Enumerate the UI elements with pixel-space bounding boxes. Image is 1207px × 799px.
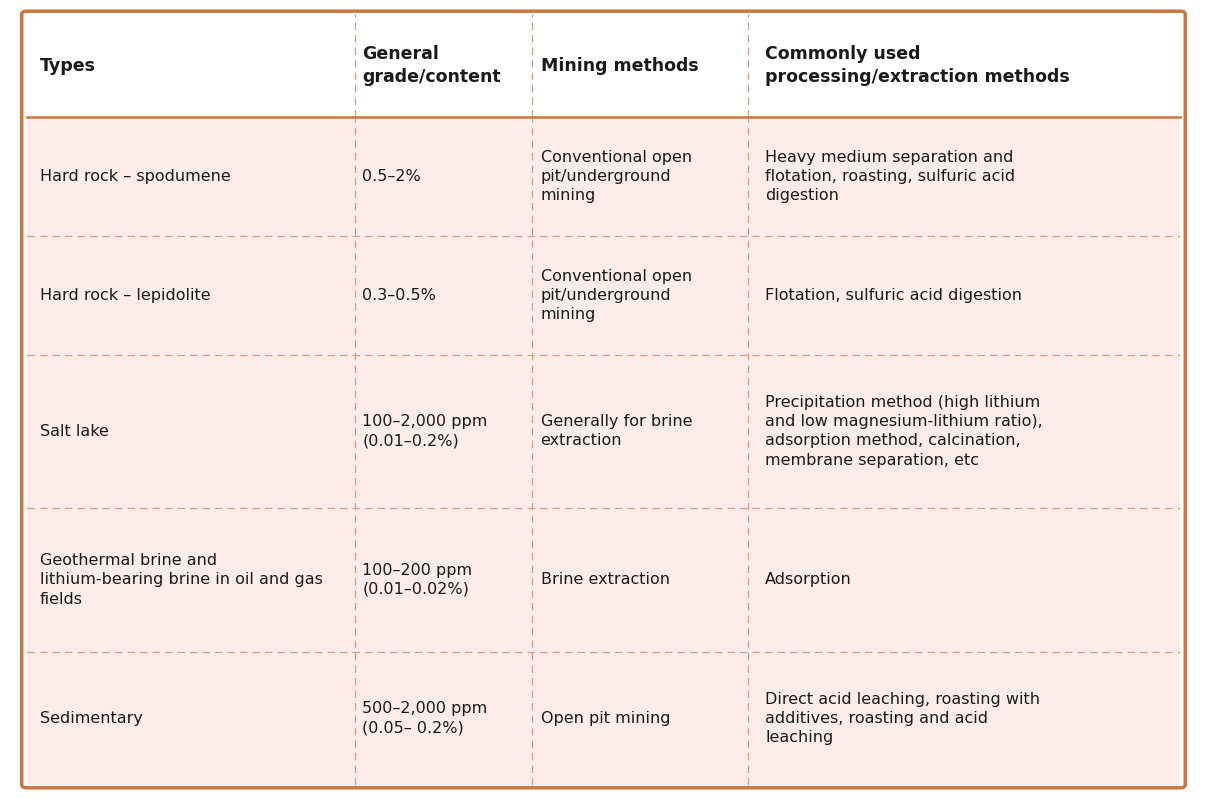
Text: Heavy medium separation and
flotation, roasting, sulfuric acid
digestion: Heavy medium separation and flotation, r… [765, 149, 1015, 203]
Bar [27, 236, 1180, 355]
Text: Conventional open
pit/underground
mining: Conventional open pit/underground mining [541, 268, 692, 322]
Bar [27, 652, 1180, 785]
Text: Flotation, sulfuric acid digestion: Flotation, sulfuric acid digestion [765, 288, 1022, 303]
Text: Hard rock – lepidolite: Hard rock – lepidolite [40, 288, 210, 303]
Text: Mining methods: Mining methods [541, 57, 699, 74]
Text: Hard rock – spodumene: Hard rock – spodumene [40, 169, 231, 184]
Text: Sedimentary: Sedimentary [40, 711, 142, 725]
Bar [27, 507, 1180, 652]
Text: 0.3–0.5%: 0.3–0.5% [362, 288, 437, 303]
Text: Open pit mining: Open pit mining [541, 711, 670, 725]
Text: Salt lake: Salt lake [40, 424, 109, 439]
Text: Precipitation method (high lithium
and low magnesium-lithium ratio),
adsorption : Precipitation method (high lithium and l… [765, 395, 1043, 467]
Text: Brine extraction: Brine extraction [541, 572, 670, 587]
Text: 100–2,000 ppm
(0.01–0.2%): 100–2,000 ppm (0.01–0.2%) [362, 415, 488, 448]
Text: 0.5–2%: 0.5–2% [362, 169, 421, 184]
Text: General
grade/content: General grade/content [362, 45, 501, 86]
Bar [27, 117, 1180, 236]
Text: Geothermal brine and
lithium-bearing brine in oil and gas
fields: Geothermal brine and lithium-bearing bri… [40, 553, 322, 606]
Text: Conventional open
pit/underground
mining: Conventional open pit/underground mining [541, 149, 692, 203]
Text: Types: Types [40, 57, 95, 74]
Bar [27, 14, 1180, 117]
Text: Generally for brine
extraction: Generally for brine extraction [541, 415, 692, 448]
Text: Adsorption: Adsorption [765, 572, 852, 587]
Text: 100–200 ppm
(0.01–0.02%): 100–200 ppm (0.01–0.02%) [362, 562, 473, 597]
Bar [27, 355, 1180, 507]
Text: Commonly used
processing/extraction methods: Commonly used processing/extraction meth… [765, 45, 1069, 86]
Text: Direct acid leaching, roasting with
additives, roasting and acid
leaching: Direct acid leaching, roasting with addi… [765, 692, 1040, 745]
Text: 500–2,000 ppm
(0.05– 0.2%): 500–2,000 ppm (0.05– 0.2%) [362, 702, 488, 735]
